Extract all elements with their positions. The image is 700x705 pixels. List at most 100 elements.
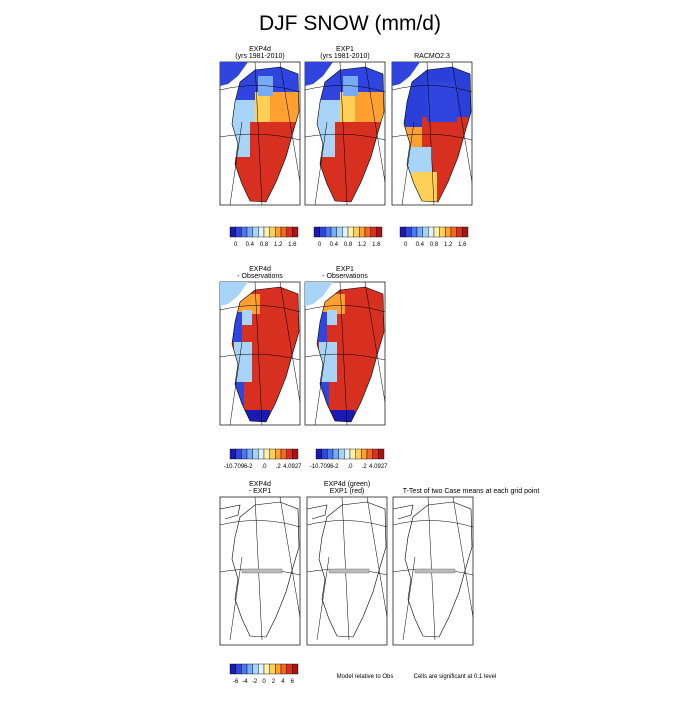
map-panel — [306, 496, 388, 646]
map-panel — [391, 61, 473, 206]
graticule — [219, 353, 301, 361]
panel-title: EXP1 (red) — [330, 488, 365, 495]
colorbar-box — [263, 448, 270, 460]
graticule — [306, 520, 388, 528]
colorbar-label: 1.2 — [444, 242, 453, 248]
colorbar-box — [433, 226, 440, 238]
graticule — [364, 61, 386, 183]
panel-title: EXP4d (green) — [324, 481, 370, 488]
colorbar-box — [229, 663, 236, 675]
colorbar-label: 1.6 — [288, 242, 297, 248]
colorbar-box — [445, 226, 452, 238]
colorbar-box — [286, 226, 293, 238]
colorbar-box — [241, 226, 248, 238]
colorbar-label: 4 — [281, 679, 285, 685]
graticule — [229, 121, 243, 206]
panel-title: - EXP1 — [249, 488, 271, 495]
note: Model relative to Obs — [337, 674, 394, 680]
colorbar-label: -4 — [242, 679, 248, 685]
coastline — [316, 286, 385, 423]
transect-band — [241, 568, 283, 574]
graticule — [229, 341, 243, 426]
transect-band — [328, 568, 370, 574]
graticule — [254, 61, 263, 206]
colorbar-box — [275, 448, 282, 460]
colorbar-box — [286, 448, 293, 460]
colorbar-label: -2 — [247, 464, 253, 470]
graticule — [366, 496, 388, 618]
graticule — [219, 520, 301, 528]
colorbar-label: 4.0927 — [283, 464, 302, 470]
colorbar-box — [416, 226, 423, 238]
graticule — [304, 133, 386, 141]
colorbar-label: 0 — [404, 242, 408, 248]
graticule — [254, 496, 263, 641]
colorbar-box — [342, 226, 349, 238]
coastline — [404, 501, 473, 638]
colorbar-box — [411, 226, 418, 238]
graticule — [304, 85, 386, 93]
colorbar-box — [263, 226, 270, 238]
colorbar-label: .0 — [261, 464, 267, 470]
colorbar-box — [280, 663, 287, 675]
colorbar-box — [252, 226, 259, 238]
colorbar-box — [258, 448, 265, 460]
colorbar-box — [336, 226, 343, 238]
colorbar-box — [353, 226, 360, 238]
colorbar-label: -2 — [252, 679, 258, 685]
colorbar-box — [269, 226, 276, 238]
colorbar-label: .0 — [347, 464, 353, 470]
colorbar-box — [439, 226, 446, 238]
graticule — [341, 496, 350, 641]
map-field — [232, 312, 242, 342]
map-panel — [219, 496, 301, 646]
graticule — [254, 281, 263, 426]
graticule — [364, 281, 386, 403]
graticule — [339, 281, 348, 426]
colorbar-box — [338, 448, 345, 460]
colorbar-label: 1.6 — [372, 242, 381, 248]
colorbar-box — [252, 663, 259, 675]
colorbar-box — [332, 448, 339, 460]
panel-title: - Observations — [322, 273, 368, 280]
colorbar-box — [252, 448, 259, 460]
panel-title: (yrs 1981-2010) — [235, 53, 284, 60]
graticule — [219, 133, 301, 141]
map-panel — [304, 61, 386, 206]
graticule — [391, 133, 473, 141]
transect-band — [414, 568, 456, 574]
colorbar-box — [405, 226, 412, 238]
colorbar-label: 2 — [272, 679, 276, 685]
map-field — [258, 76, 273, 96]
canada-land — [220, 62, 248, 86]
colorbar-box — [313, 226, 320, 238]
colorbar-label: 0 — [234, 242, 238, 248]
colorbar-box — [292, 226, 299, 238]
colorbar-label: .2 — [362, 464, 368, 470]
canada-land — [392, 62, 420, 86]
coastline — [316, 66, 385, 203]
colorbar-label: 6 — [291, 679, 295, 685]
colorbar-box — [280, 448, 287, 460]
colorbar-label: 0 — [318, 242, 322, 248]
map-panel — [219, 281, 301, 426]
colorbar-box — [422, 226, 429, 238]
colorbar-label: 0.8 — [430, 242, 439, 248]
colorbar-label: 1.2 — [274, 242, 283, 248]
colorbar-box — [450, 226, 457, 238]
colorbar-label: 0.8 — [344, 242, 353, 248]
colorbar-box — [372, 448, 379, 460]
colorbar-box — [456, 226, 463, 238]
colorbar-box — [275, 226, 282, 238]
colorbar-box — [235, 448, 242, 460]
colorbar-box — [246, 448, 253, 460]
map-panel — [304, 281, 386, 426]
colorbar-box — [376, 226, 383, 238]
colorbar-box — [246, 226, 253, 238]
note: Cells are significant at 0.1 level — [414, 674, 497, 680]
graticule — [391, 85, 473, 93]
map-field — [319, 342, 337, 382]
canada-outline — [306, 504, 328, 520]
colorbar-box — [344, 448, 351, 460]
